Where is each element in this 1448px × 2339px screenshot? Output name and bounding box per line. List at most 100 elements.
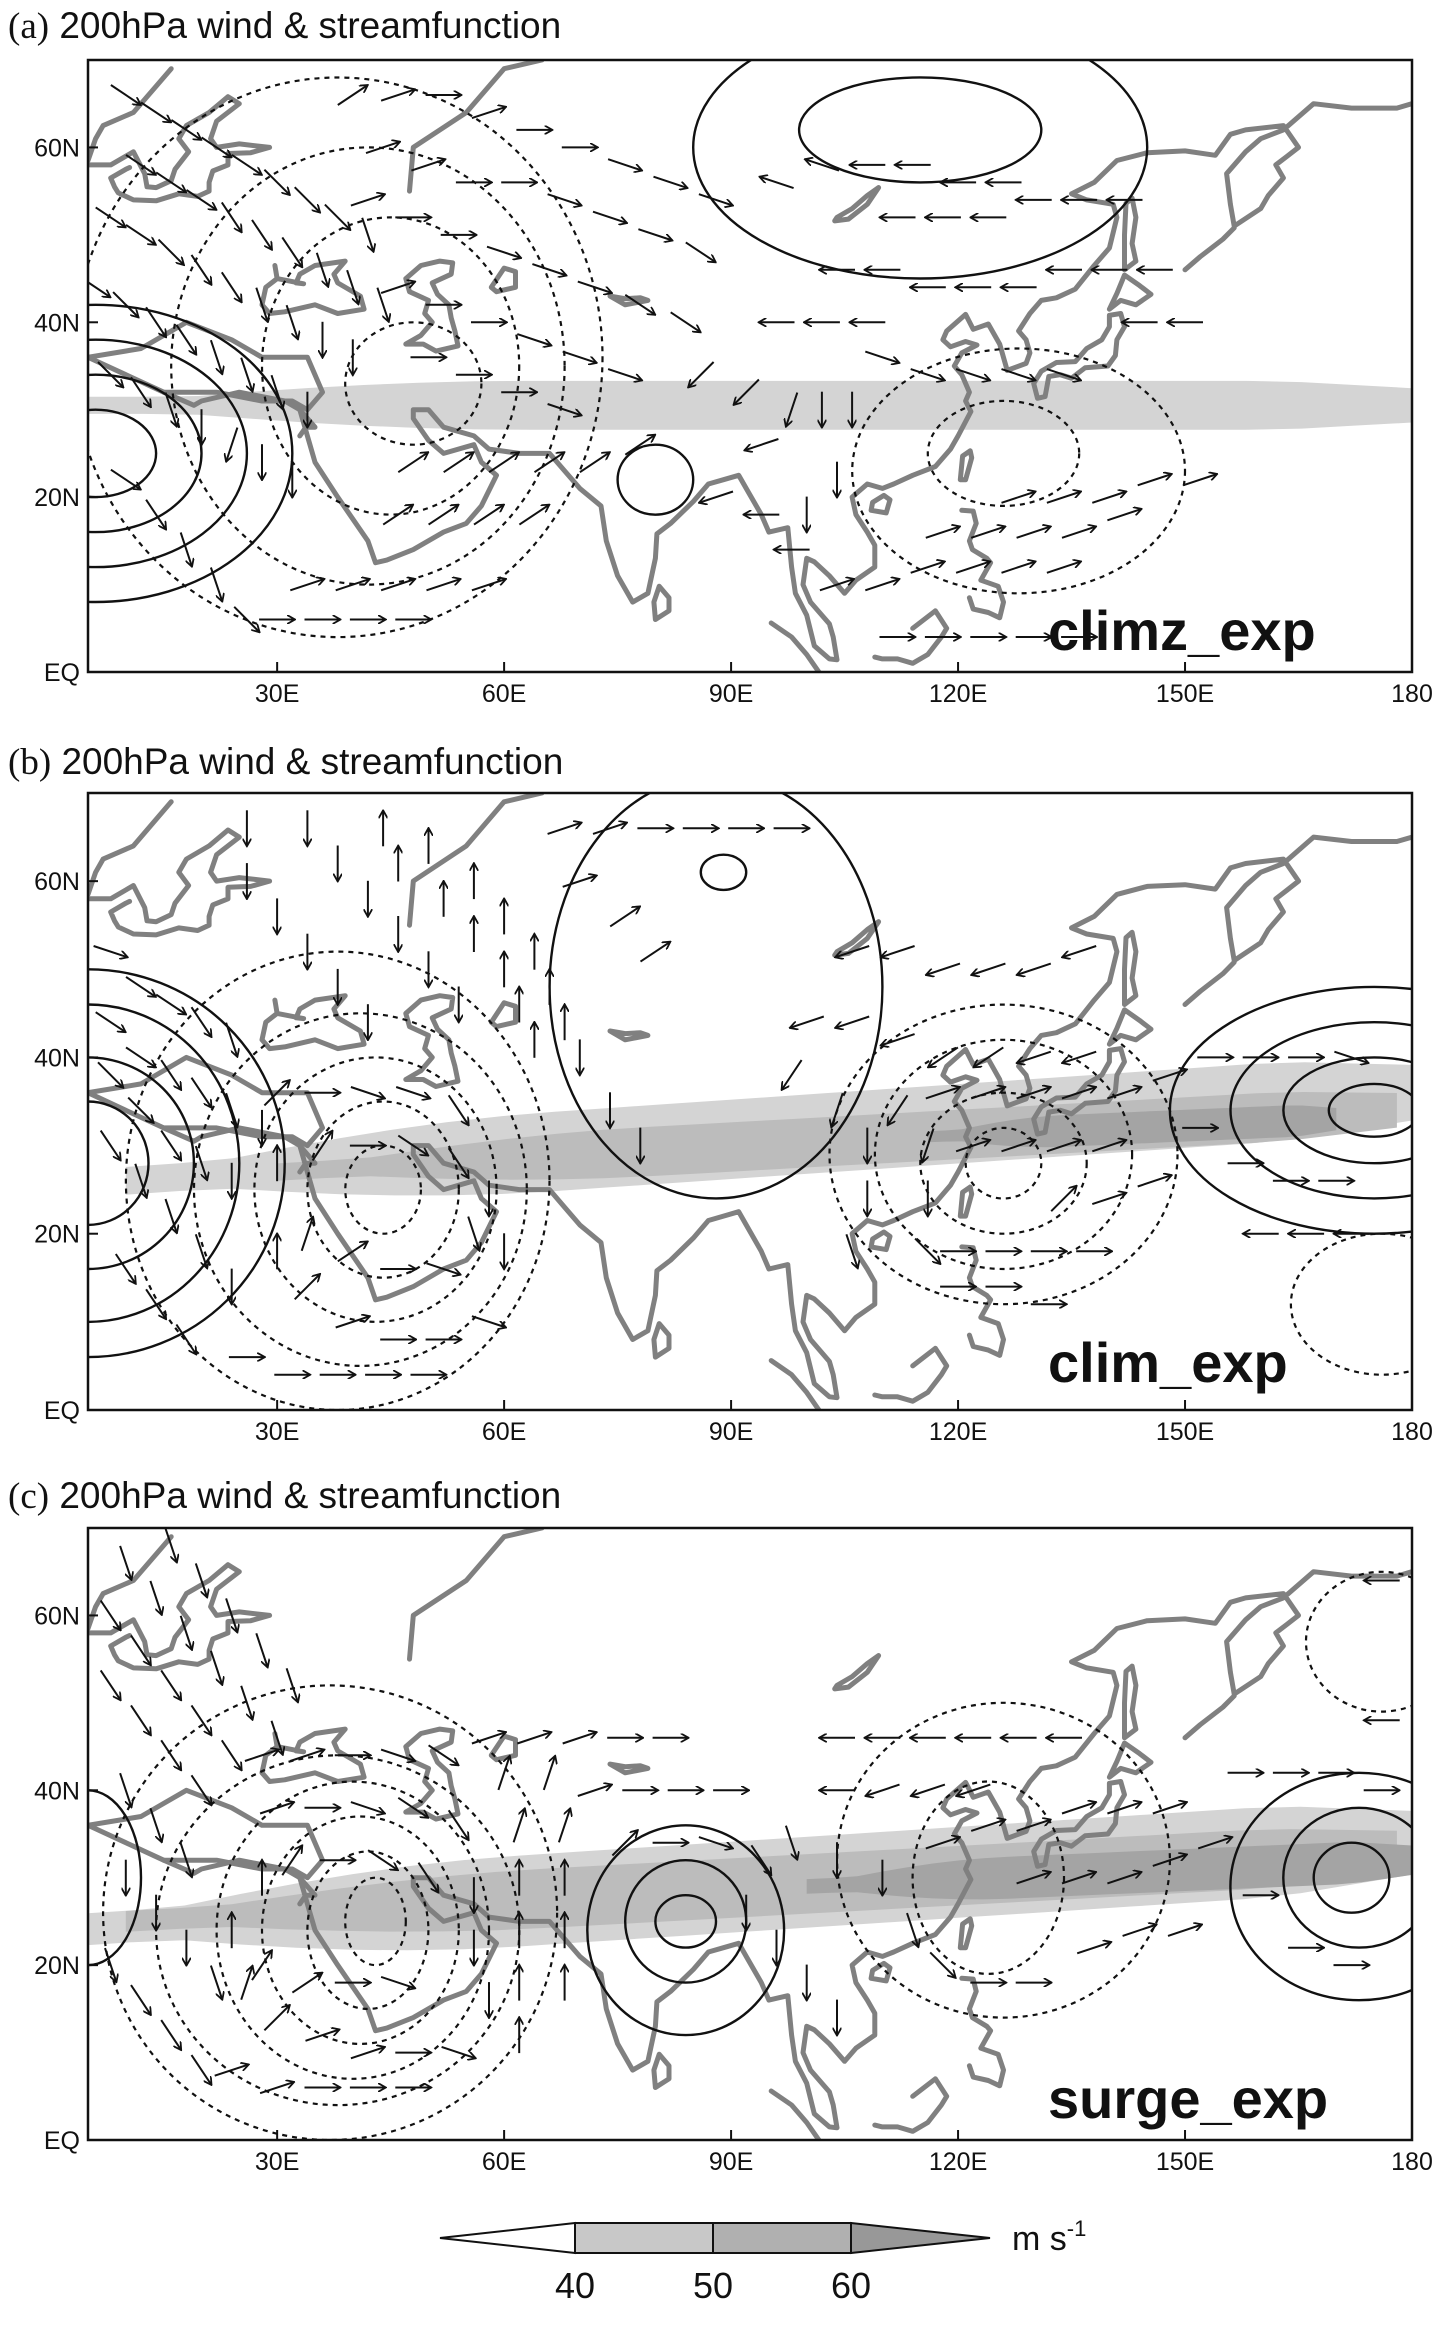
panel-b-title: (b) 200hPa wind & streamfunction: [8, 741, 563, 783]
streamfunction-contour-positive: [88, 1056, 196, 1271]
wind-vector: [750, 1844, 771, 1875]
wind-vector: [911, 1783, 946, 1796]
wind-vector: [670, 311, 701, 332]
streamfunction-contour-positive: [1327, 1082, 1412, 1138]
streamfunction-contour-negative: [306, 1100, 460, 1279]
wind-vector: [170, 119, 201, 140]
y-tick-label: EQ: [44, 1397, 80, 1425]
wind-vector: [300, 1217, 313, 1252]
coastline: [1031, 1779, 1127, 1869]
x-tick-label: 180: [1391, 1418, 1433, 1446]
wind-vector: [160, 1669, 181, 1700]
streamfunction-contour-positive: [1312, 1841, 1391, 1914]
wind-vector: [380, 282, 415, 294]
wind-vector: [293, 1274, 320, 1301]
wind-vector: [1062, 945, 1097, 957]
coastline: [607, 1761, 651, 1776]
coastline: [88, 1534, 174, 1631]
wind-vector: [110, 468, 141, 490]
wind-vector: [214, 2064, 249, 2077]
wind-vector: [906, 1912, 918, 1947]
wind-vector: [289, 579, 324, 592]
wind-vector: [497, 1756, 509, 1791]
wind-vector: [1001, 561, 1036, 574]
wind-vector: [270, 374, 283, 409]
coastline: [488, 265, 518, 295]
wind-vector: [350, 194, 385, 207]
wind-vector: [160, 2019, 181, 2050]
colorbar-tick-40: 40: [555, 2265, 595, 2306]
wind-vector: [973, 1046, 1004, 1067]
wind-vector: [190, 1006, 212, 1037]
x-tick-label: 180: [1391, 2148, 1433, 2176]
wind-vector: [155, 993, 186, 1015]
wind-vector: [88, 281, 111, 297]
coastline: [1182, 1693, 1237, 1741]
wind-vector: [1062, 1050, 1097, 1063]
wind-vector: [289, 1750, 324, 1762]
wind-vector: [209, 1965, 222, 2000]
wind-vector: [251, 219, 272, 250]
wind-vector: [1017, 962, 1052, 975]
panel-c-axes: 30E 60E 90E 120E 150E 180 EQ 20N 40N 60N: [34, 1602, 1433, 2176]
wind-vector: [209, 1650, 222, 1685]
coastline: [407, 1528, 545, 1662]
coastline: [297, 834, 1412, 1401]
streamfunction-contour-negative: [102, 1684, 559, 2140]
wind-vector: [201, 136, 232, 157]
wind-vector: [134, 1163, 146, 1198]
panel-c-coastlines: [88, 1528, 1412, 2140]
wind-vector: [1091, 492, 1126, 504]
wind-vector: [639, 942, 671, 963]
wind-vector: [638, 228, 672, 240]
wind-vector: [835, 1015, 870, 1028]
wind-vector: [914, 1237, 940, 1265]
streamfunction-contour-negative: [253, 1056, 498, 1323]
wind-vector: [93, 945, 128, 957]
wind-vector: [367, 1849, 398, 1870]
wind-vector: [130, 1634, 151, 1665]
wind-vector: [125, 154, 156, 175]
coastline: [651, 2051, 672, 2090]
wind-vector: [350, 1086, 385, 1098]
y-tick-label: EQ: [44, 2127, 80, 2155]
streamfunction-contour-positive: [692, 60, 1149, 280]
wind-vector: [380, 89, 415, 102]
streamfunction-contour-negative: [964, 1126, 1043, 1200]
wind-vector: [119, 1545, 131, 1580]
wind-vector: [428, 505, 459, 526]
panel-c-title: (c) 200hPa wind & streamfunction: [8, 1475, 561, 1517]
x-tick-label: 150E: [1156, 680, 1214, 708]
wind-vector: [1107, 1872, 1141, 1885]
wind-vector: [956, 1783, 991, 1796]
coastline: [403, 258, 461, 354]
x-tick-label: 90E: [709, 680, 753, 708]
colorbar-tick-50: 50: [693, 2265, 733, 2306]
streamfunction-contour-positive: [699, 853, 748, 892]
wind-vector: [220, 1739, 242, 1770]
wind-vector: [365, 142, 400, 155]
streamfunction-contour-positive: [88, 303, 294, 604]
wind-vector: [291, 1973, 322, 1994]
colorbar-segment-50-60: [712, 2222, 852, 2254]
panel-c-experiment-label: surge_exp: [1048, 2067, 1328, 2130]
wind-vector: [99, 1599, 121, 1631]
y-tick-label: 60N: [34, 134, 80, 162]
coastline: [872, 608, 950, 666]
coastline: [959, 1975, 1006, 2089]
wind-vector: [562, 1732, 597, 1745]
wind-vector: [577, 280, 612, 293]
wind-vector: [1122, 1925, 1157, 1937]
wind-vector: [471, 1732, 506, 1745]
wind-vector: [335, 579, 370, 592]
wind-vector: [380, 1748, 415, 1761]
wind-vector: [547, 823, 582, 835]
wind-vector: [164, 1198, 177, 1233]
wind-vector: [190, 1077, 212, 1108]
wind-vector: [542, 1756, 555, 1791]
streamfunction-contour-negative: [344, 321, 483, 446]
wind-vector: [251, 1950, 272, 1981]
wind-vector: [149, 1807, 161, 1842]
coastline: [1106, 272, 1154, 312]
wind-vector: [441, 2045, 476, 2058]
